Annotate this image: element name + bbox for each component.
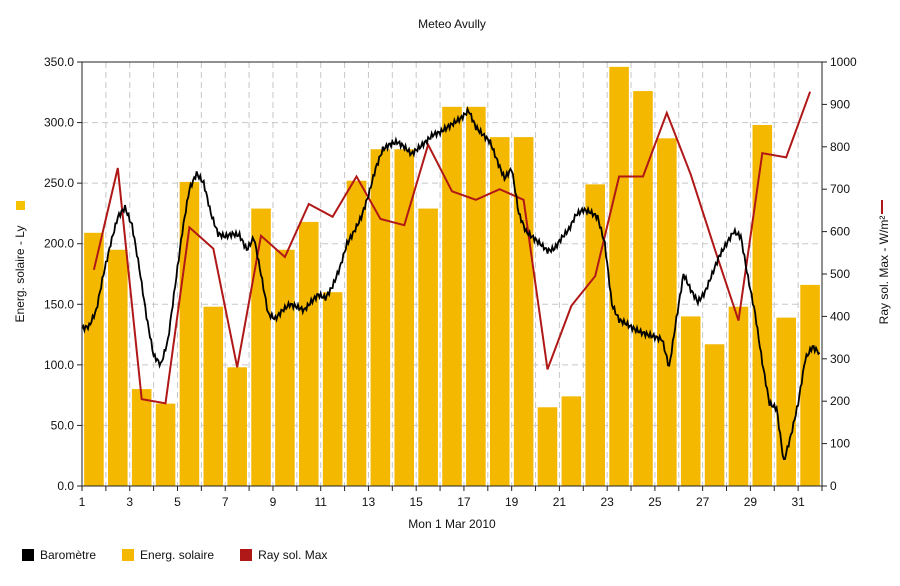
x-tick-label: 21	[553, 495, 567, 509]
right-tick-label: 300	[830, 352, 850, 366]
x-tick-label: 31	[791, 495, 805, 509]
legend-swatch-energ-solaire	[122, 549, 135, 561]
line-ray-sol-max	[92, 91, 812, 405]
left-axis-label: Energ. solaire - Ly	[13, 226, 27, 323]
bar-energ-solaire	[442, 106, 462, 486]
bar-energ-solaire	[203, 306, 224, 486]
bar-energ-solaire	[346, 180, 367, 486]
left-tick-label: 100.0	[44, 358, 74, 372]
x-tick-label: 3	[126, 495, 133, 509]
right-tick-label: 0	[830, 479, 837, 493]
bar-energ-solaire	[489, 137, 510, 486]
bar-energ-solaire	[227, 367, 247, 486]
bar-energ-solaire	[704, 344, 725, 486]
legend-swatch-ray-sol-max	[240, 549, 253, 561]
bar-energ-solaire	[513, 137, 534, 486]
bar-energ-solaire	[657, 138, 677, 486]
left-tick-label: 150.0	[44, 297, 74, 311]
bar-energ-solaire	[537, 407, 558, 486]
bar-energ-solaire	[633, 91, 653, 487]
bars-energ-solaire	[84, 66, 820, 487]
right-tick-label: 700	[830, 182, 850, 196]
chart-title: Meteo Avully	[418, 17, 486, 31]
x-tick-label: 13	[362, 495, 376, 509]
bar-energ-solaire	[370, 149, 391, 487]
left-axis-ticks: 0.0 50.0 100.0 150.0 200.0 250.0 300.0 350.0	[44, 55, 82, 493]
left-tick-label: 0.0	[57, 479, 74, 493]
legend-item-barometre: Baromètre	[22, 548, 96, 562]
right-axis-ticks: 0 100 200 300 400 500 600 700 800 900 1000	[822, 55, 857, 493]
bar-energ-solaire	[155, 403, 176, 486]
right-tick-label: 1000	[830, 55, 857, 69]
right-tick-label: 600	[830, 225, 850, 239]
bar-energ-solaire	[108, 249, 128, 486]
legend-item-ray-sol-max: Ray sol. Max	[240, 548, 327, 562]
line-barometre	[81, 105, 821, 461]
lines	[81, 91, 821, 461]
right-tick-label: 200	[830, 394, 850, 408]
left-tick-label: 50.0	[51, 418, 75, 432]
x-axis-ticks: 1 3 5 7 9 11 13 15 17 19 21 23 25 27 29 31	[79, 486, 823, 509]
bar-energ-solaire	[680, 316, 701, 486]
x-tick-label: 15	[410, 495, 424, 509]
bar-energ-solaire	[418, 208, 438, 486]
x-tick-label: 27	[696, 495, 710, 509]
bar-energ-solaire	[561, 396, 582, 486]
left-axis-legend-swatch	[16, 201, 25, 210]
bar-energ-solaire	[728, 306, 749, 486]
x-tick-label: 7	[222, 495, 229, 509]
bar-energ-solaire	[275, 249, 295, 486]
x-tick-label: 17	[457, 495, 471, 509]
left-tick-label: 200.0	[44, 237, 74, 251]
x-tick-label: 23	[600, 495, 614, 509]
left-tick-label: 350.0	[44, 55, 74, 69]
legend-item-energ-solaire: Energ. solaire	[122, 548, 214, 562]
left-tick-label: 250.0	[44, 176, 74, 190]
right-tick-label: 800	[830, 140, 850, 154]
x-tick-label: 5	[174, 495, 181, 509]
legend-label-barometre: Baromètre	[40, 548, 97, 562]
left-tick-label: 300.0	[44, 116, 74, 130]
bar-energ-solaire	[84, 232, 104, 486]
bar-energ-solaire	[752, 124, 773, 486]
right-tick-label: 500	[830, 267, 850, 281]
right-tick-label: 900	[830, 97, 850, 111]
bar-energ-solaire	[609, 66, 629, 487]
x-tick-label: 9	[270, 495, 277, 509]
legend-label-ray-sol-max: Ray sol. Max	[258, 548, 328, 562]
right-axis-label: Ray sol. Max - W/m²	[877, 216, 891, 325]
legend-swatch-barometre	[22, 549, 34, 561]
bar-energ-solaire	[298, 221, 319, 486]
right-tick-label: 100	[830, 437, 850, 451]
bar-energ-solaire	[394, 149, 415, 487]
x-tick-label: 25	[648, 495, 662, 509]
x-tick-label: 19	[505, 495, 519, 509]
x-axis-label: Mon 1 Mar 2010	[408, 517, 496, 531]
legend: Baromètre Energ. solaire Ray sol. Max	[22, 548, 327, 562]
grid	[82, 62, 822, 486]
bar-energ-solaire	[466, 106, 486, 486]
bar-energ-solaire	[251, 208, 271, 486]
bar-energ-solaire	[131, 389, 152, 486]
x-tick-label: 29	[744, 495, 758, 509]
x-tick-label: 1	[79, 495, 86, 509]
legend-label-energ-solaire: Energ. solaire	[140, 548, 215, 562]
bar-energ-solaire	[776, 317, 796, 486]
right-tick-label: 400	[830, 309, 850, 323]
x-tick-label: 11	[314, 495, 327, 509]
bar-energ-solaire	[322, 292, 343, 486]
bar-energ-solaire	[800, 284, 820, 486]
